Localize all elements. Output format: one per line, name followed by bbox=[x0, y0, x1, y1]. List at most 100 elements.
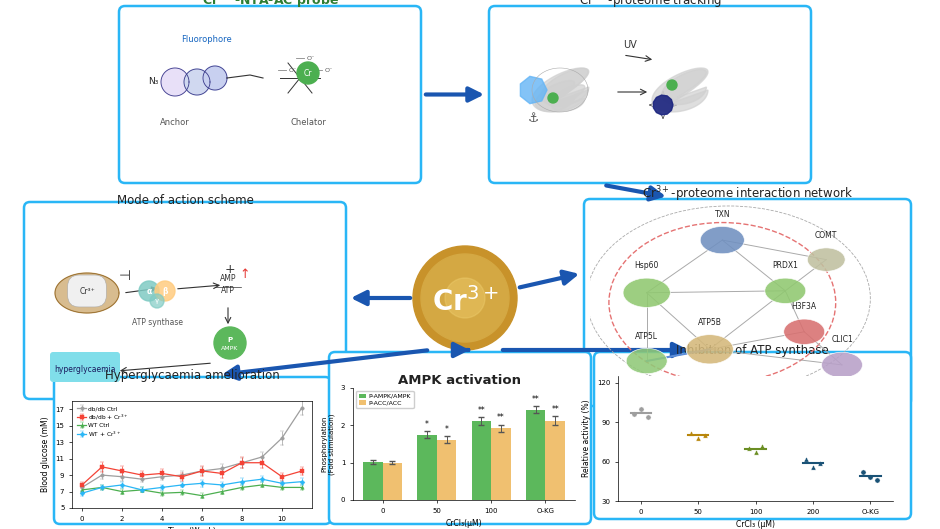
Text: **: ** bbox=[497, 413, 505, 422]
Circle shape bbox=[445, 278, 485, 318]
Circle shape bbox=[139, 281, 159, 301]
Point bbox=[626, 410, 641, 418]
Text: hyperglycaemia: hyperglycaemia bbox=[55, 364, 116, 373]
Bar bbox=[363, 462, 383, 500]
Polygon shape bbox=[55, 273, 119, 313]
Point bbox=[806, 462, 821, 471]
Text: ↑: ↑ bbox=[240, 268, 250, 281]
Point bbox=[634, 405, 649, 413]
Text: Cr$^{3+}$: Cr$^{3+}$ bbox=[431, 287, 498, 317]
Circle shape bbox=[413, 246, 517, 350]
Point bbox=[863, 473, 878, 481]
Text: Cr: Cr bbox=[304, 68, 312, 78]
Bar bbox=[472, 421, 491, 500]
Text: **: ** bbox=[551, 405, 559, 414]
Circle shape bbox=[765, 278, 806, 304]
Text: *: * bbox=[425, 419, 429, 428]
Polygon shape bbox=[541, 68, 588, 106]
Text: O⁻: O⁻ bbox=[325, 68, 334, 72]
Text: **: ** bbox=[478, 406, 485, 415]
FancyBboxPatch shape bbox=[50, 352, 120, 382]
Polygon shape bbox=[551, 85, 585, 111]
FancyBboxPatch shape bbox=[489, 6, 811, 183]
FancyBboxPatch shape bbox=[24, 202, 346, 399]
Point bbox=[640, 413, 655, 421]
Polygon shape bbox=[203, 66, 227, 90]
Circle shape bbox=[822, 352, 863, 378]
Circle shape bbox=[297, 62, 319, 84]
Circle shape bbox=[623, 278, 670, 307]
Legend: db/db Ctrl, db/db + Cr$^{3+}$, WT Ctrl, WT + Cr$^{3+}$: db/db Ctrl, db/db + Cr$^{3+}$, WT Ctrl, … bbox=[75, 404, 131, 441]
Point bbox=[697, 431, 713, 440]
X-axis label: Time (Week): Time (Week) bbox=[168, 527, 216, 529]
FancyBboxPatch shape bbox=[54, 377, 331, 524]
Bar bbox=[417, 435, 437, 500]
Y-axis label: Phosphorylation
(Fold stimulation): Phosphorylation (Fold stimulation) bbox=[321, 413, 336, 475]
Text: Inhibition of ATP synthase: Inhibition of ATP synthase bbox=[676, 344, 829, 357]
Bar bbox=[383, 463, 402, 500]
Text: PRDX1: PRDX1 bbox=[773, 261, 798, 270]
Polygon shape bbox=[161, 68, 189, 96]
Point bbox=[691, 434, 706, 442]
Text: Cr$^{3+}$-proteome tracking: Cr$^{3+}$-proteome tracking bbox=[578, 0, 722, 11]
Circle shape bbox=[667, 80, 677, 90]
Text: ATP5B: ATP5B bbox=[697, 318, 722, 327]
Text: P: P bbox=[227, 337, 232, 343]
Point bbox=[683, 428, 698, 437]
Circle shape bbox=[214, 327, 246, 359]
Text: +: + bbox=[225, 263, 235, 276]
Point bbox=[870, 476, 885, 484]
Point bbox=[748, 448, 763, 457]
Text: TXN: TXN bbox=[714, 209, 730, 218]
Text: Mode of action scheme: Mode of action scheme bbox=[117, 194, 254, 207]
Point bbox=[812, 459, 827, 467]
Polygon shape bbox=[521, 76, 547, 104]
Text: Hsp60: Hsp60 bbox=[634, 261, 659, 270]
Text: Anchor: Anchor bbox=[160, 118, 190, 127]
Circle shape bbox=[686, 335, 733, 364]
X-axis label: CrCl₃(μM): CrCl₃(μM) bbox=[446, 519, 482, 528]
Text: Cr$^{3+}$-proteome interaction network: Cr$^{3+}$-proteome interaction network bbox=[642, 185, 853, 204]
Text: Cr³⁺: Cr³⁺ bbox=[79, 287, 95, 296]
Text: Fluorophore: Fluorophore bbox=[181, 35, 232, 44]
Circle shape bbox=[155, 281, 175, 301]
Text: ATP5L: ATP5L bbox=[635, 332, 658, 341]
Bar bbox=[491, 428, 510, 500]
Point bbox=[741, 444, 756, 453]
Text: ATP synthase: ATP synthase bbox=[132, 318, 182, 327]
Text: **: ** bbox=[532, 395, 540, 404]
Circle shape bbox=[150, 294, 164, 308]
FancyBboxPatch shape bbox=[329, 352, 591, 524]
Text: ATP: ATP bbox=[221, 286, 235, 295]
Text: AMPK: AMPK bbox=[221, 345, 239, 351]
Polygon shape bbox=[652, 68, 708, 112]
Polygon shape bbox=[662, 69, 706, 105]
FancyBboxPatch shape bbox=[594, 352, 911, 519]
Circle shape bbox=[700, 226, 744, 254]
Text: Chelator: Chelator bbox=[290, 118, 326, 127]
Bar bbox=[545, 421, 565, 500]
Point bbox=[798, 454, 813, 463]
Polygon shape bbox=[532, 68, 588, 112]
Polygon shape bbox=[536, 80, 574, 112]
Text: β: β bbox=[163, 287, 167, 296]
Text: AMPK activation: AMPK activation bbox=[399, 374, 522, 387]
Text: AMP: AMP bbox=[220, 274, 236, 283]
Circle shape bbox=[548, 93, 558, 103]
Text: COMT: COMT bbox=[815, 231, 838, 240]
Polygon shape bbox=[184, 69, 210, 95]
Text: CLIC1: CLIC1 bbox=[831, 335, 853, 344]
Text: O⁻: O⁻ bbox=[307, 56, 315, 60]
Polygon shape bbox=[653, 95, 673, 115]
Text: *: * bbox=[445, 425, 448, 434]
Circle shape bbox=[421, 254, 509, 342]
Text: α: α bbox=[147, 287, 151, 296]
Text: N₃: N₃ bbox=[148, 78, 158, 87]
Y-axis label: Blood glucose (mM): Blood glucose (mM) bbox=[40, 417, 50, 492]
Circle shape bbox=[626, 348, 667, 373]
Point bbox=[755, 442, 770, 450]
X-axis label: CrCl₃ (μM): CrCl₃ (μM) bbox=[736, 520, 775, 529]
Text: H3F3A: H3F3A bbox=[791, 302, 817, 311]
Bar bbox=[525, 409, 545, 500]
FancyBboxPatch shape bbox=[119, 6, 421, 183]
